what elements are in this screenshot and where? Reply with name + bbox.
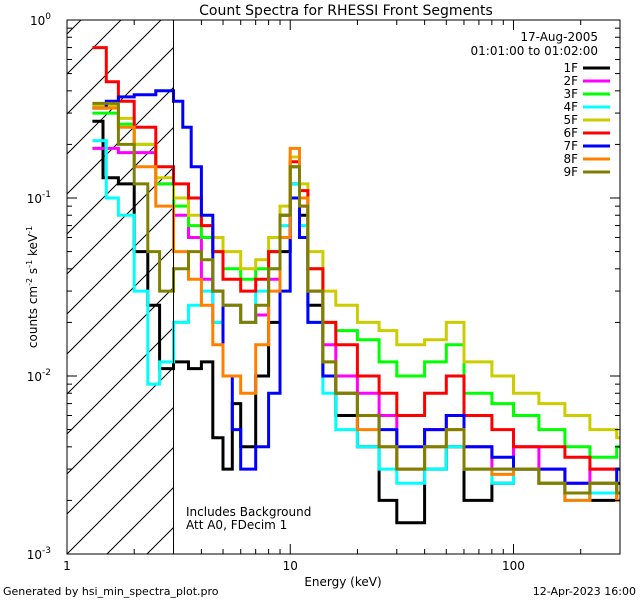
time-range-label: 01:01:00 to 01:02:00 [471, 44, 598, 58]
legend-label-2F: 2F [563, 74, 578, 88]
x-tick-label: 100 [502, 559, 525, 573]
legend-label-7F: 7F [563, 139, 578, 153]
hatch-line [67, 206, 174, 315]
hatch-line [67, 20, 122, 75]
hatch-line [67, 406, 174, 515]
hatch-line [67, 446, 174, 554]
footer-timestamp: 12-Apr-2023 16:00 [533, 585, 636, 598]
y-tick-label: 10-1 [27, 190, 51, 206]
hatch-line [67, 86, 174, 195]
legend-label-6F: 6F [563, 126, 578, 140]
hatch-line [0, 20, 1, 554]
footer-generated-by: Generated by hsi_min_spectra_plot.pro [3, 585, 219, 598]
legend-label-4F: 4F [563, 100, 578, 114]
legend-label-8F: 8F [563, 152, 578, 166]
hatch-line [67, 20, 82, 35]
series-7F-line [92, 89, 620, 485]
legend-label-3F: 3F [563, 87, 578, 101]
hatch-line [67, 126, 174, 235]
y-axis-label: counts cm-2 s-1 keV-1 [25, 226, 40, 348]
x-tick-label: 10 [283, 559, 298, 573]
y-tick-label: 100 [30, 12, 51, 28]
y-tick-label: 10-3 [27, 546, 51, 562]
chart-title: Count Spectra for RHESSI Front Segments [199, 3, 493, 19]
hatch-line [67, 20, 162, 115]
legend-label-9F: 9F [563, 165, 578, 179]
axis-ticks: 1 10 100 100 10-1 10-2 10-3 [27, 12, 621, 573]
x-tick-label: 1 [63, 559, 71, 573]
annotation-background: Includes Background [186, 505, 311, 519]
hatch-line [67, 366, 174, 475]
y-tick-label: 10-2 [27, 368, 51, 384]
legend-label-1F: 1F [563, 61, 578, 75]
date-label: 17-Aug-2005 [520, 30, 598, 44]
annotation-attenuator: Att A0, FDecim 1 [186, 518, 287, 532]
series-group [92, 46, 620, 525]
hatched-region [0, 20, 174, 554]
legend-label-5F: 5F [563, 113, 578, 127]
hatch-line [106, 486, 174, 554]
x-axis-label: Energy (keV) [304, 575, 381, 589]
hatch-line [67, 286, 174, 395]
plot-frame [66, 19, 621, 555]
